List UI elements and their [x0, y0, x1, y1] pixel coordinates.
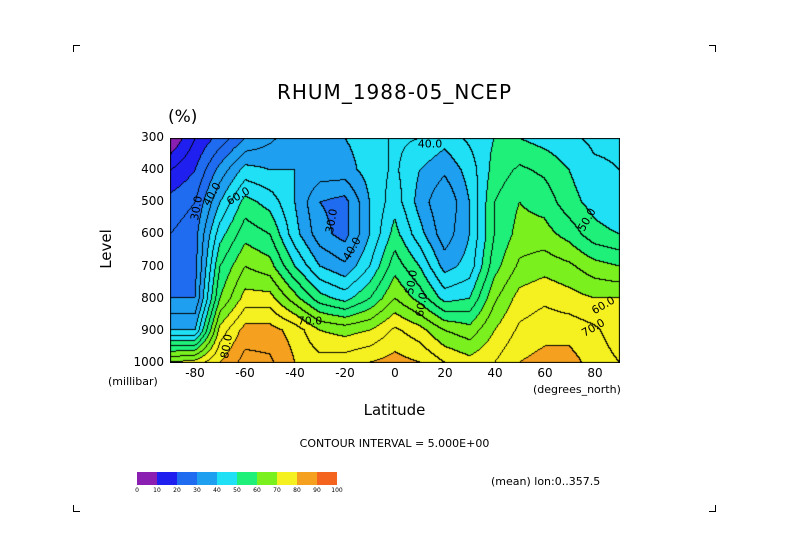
contour-label: 60.0: [224, 184, 252, 208]
x-tick-label: 40: [487, 366, 503, 380]
y-tick-label: 1000: [133, 355, 164, 369]
contour-label: 30.0: [188, 195, 205, 221]
x-tick-label: -40: [285, 366, 305, 380]
colorbar-swatch: [157, 472, 177, 485]
contour-label: 60.0: [413, 291, 430, 317]
units-label: (%): [168, 107, 198, 127]
colorbar-swatch: [177, 472, 197, 485]
contour-label: 80.0: [218, 333, 235, 359]
contour-label: 70.0: [579, 316, 607, 340]
contour-label: 60.0: [589, 294, 617, 318]
colorbar-swatch: [217, 472, 237, 485]
x-tick-label: 80: [587, 366, 603, 380]
contour-label: 40.0: [418, 138, 443, 151]
colorbar-tick-label: 60: [253, 487, 261, 494]
y-tick-label: 600: [141, 226, 164, 241]
colorbar-swatch: [197, 472, 217, 485]
mean-text: (mean) lon:0..357.5: [491, 475, 601, 488]
colorbar-tick-label: 10: [153, 487, 161, 494]
y-tick-label: 500: [141, 194, 164, 209]
crop-mark-top-left: [73, 45, 80, 52]
colorbar-tick-label: 80: [293, 487, 301, 494]
x-axis-label: Latitude: [363, 401, 426, 419]
colorbar-tick-label: 20: [173, 487, 181, 494]
colorbar-swatch: [297, 472, 317, 485]
contour-label: 50.0: [403, 269, 420, 295]
x-tick-label: 60: [537, 366, 553, 380]
colorbar-tick-label: 70: [273, 487, 281, 494]
y-tick-label: 300: [141, 130, 164, 144]
y-axis-units: (millibar): [108, 375, 158, 388]
x-axis-units: (degrees_north): [533, 383, 621, 396]
contour-overlay: 30.040.0 60.030.040.040.050.060.070.050.0…: [188, 138, 617, 360]
colorbar-tick-label: 90: [313, 487, 321, 494]
contour-label: 40.0: [200, 180, 224, 208]
y-tick-label: 700: [141, 258, 164, 273]
y-tick-label: 900: [141, 322, 164, 337]
colorbar-swatch: [277, 472, 297, 485]
colorbar-tick-label: 100: [331, 487, 343, 494]
colorbar-swatch: [317, 472, 337, 485]
contour-plot-area: [170, 138, 620, 363]
contour-interval-text: CONTOUR INTERVAL = 5.000E+00: [299, 437, 490, 450]
contour-label: 50.0: [575, 206, 599, 234]
y-axis-label: Level: [96, 229, 115, 269]
colorbar-swatch: [137, 472, 157, 485]
colorbar-tick-label: 50: [233, 487, 241, 494]
contour-label: 30.0: [323, 208, 340, 234]
crop-mark-bottom-right: [709, 505, 716, 512]
colorbar-tick-label: 0: [135, 487, 139, 494]
x-tick-label: -20: [335, 366, 355, 380]
crop-mark-top-right: [709, 45, 716, 52]
x-tick-label: 0: [391, 366, 399, 380]
y-tick-label: 800: [141, 290, 164, 305]
y-tick-label: 400: [141, 162, 164, 177]
crop-mark-bottom-left: [73, 505, 80, 512]
colorbar-swatch: [237, 472, 257, 485]
contour-label: 40.0: [340, 235, 364, 263]
colorbar-tick-label: 40: [213, 487, 221, 494]
chart-title: RHUM_1988-05_NCEP: [276, 80, 513, 104]
contour-label: 70.0: [298, 314, 323, 327]
x-tick-label: -80: [185, 366, 205, 380]
colorbar-tick-label: 30: [193, 487, 201, 494]
x-tick-label: -60: [235, 366, 255, 380]
x-tick-label: 20: [437, 366, 453, 380]
colorbar-swatch: [257, 472, 277, 485]
